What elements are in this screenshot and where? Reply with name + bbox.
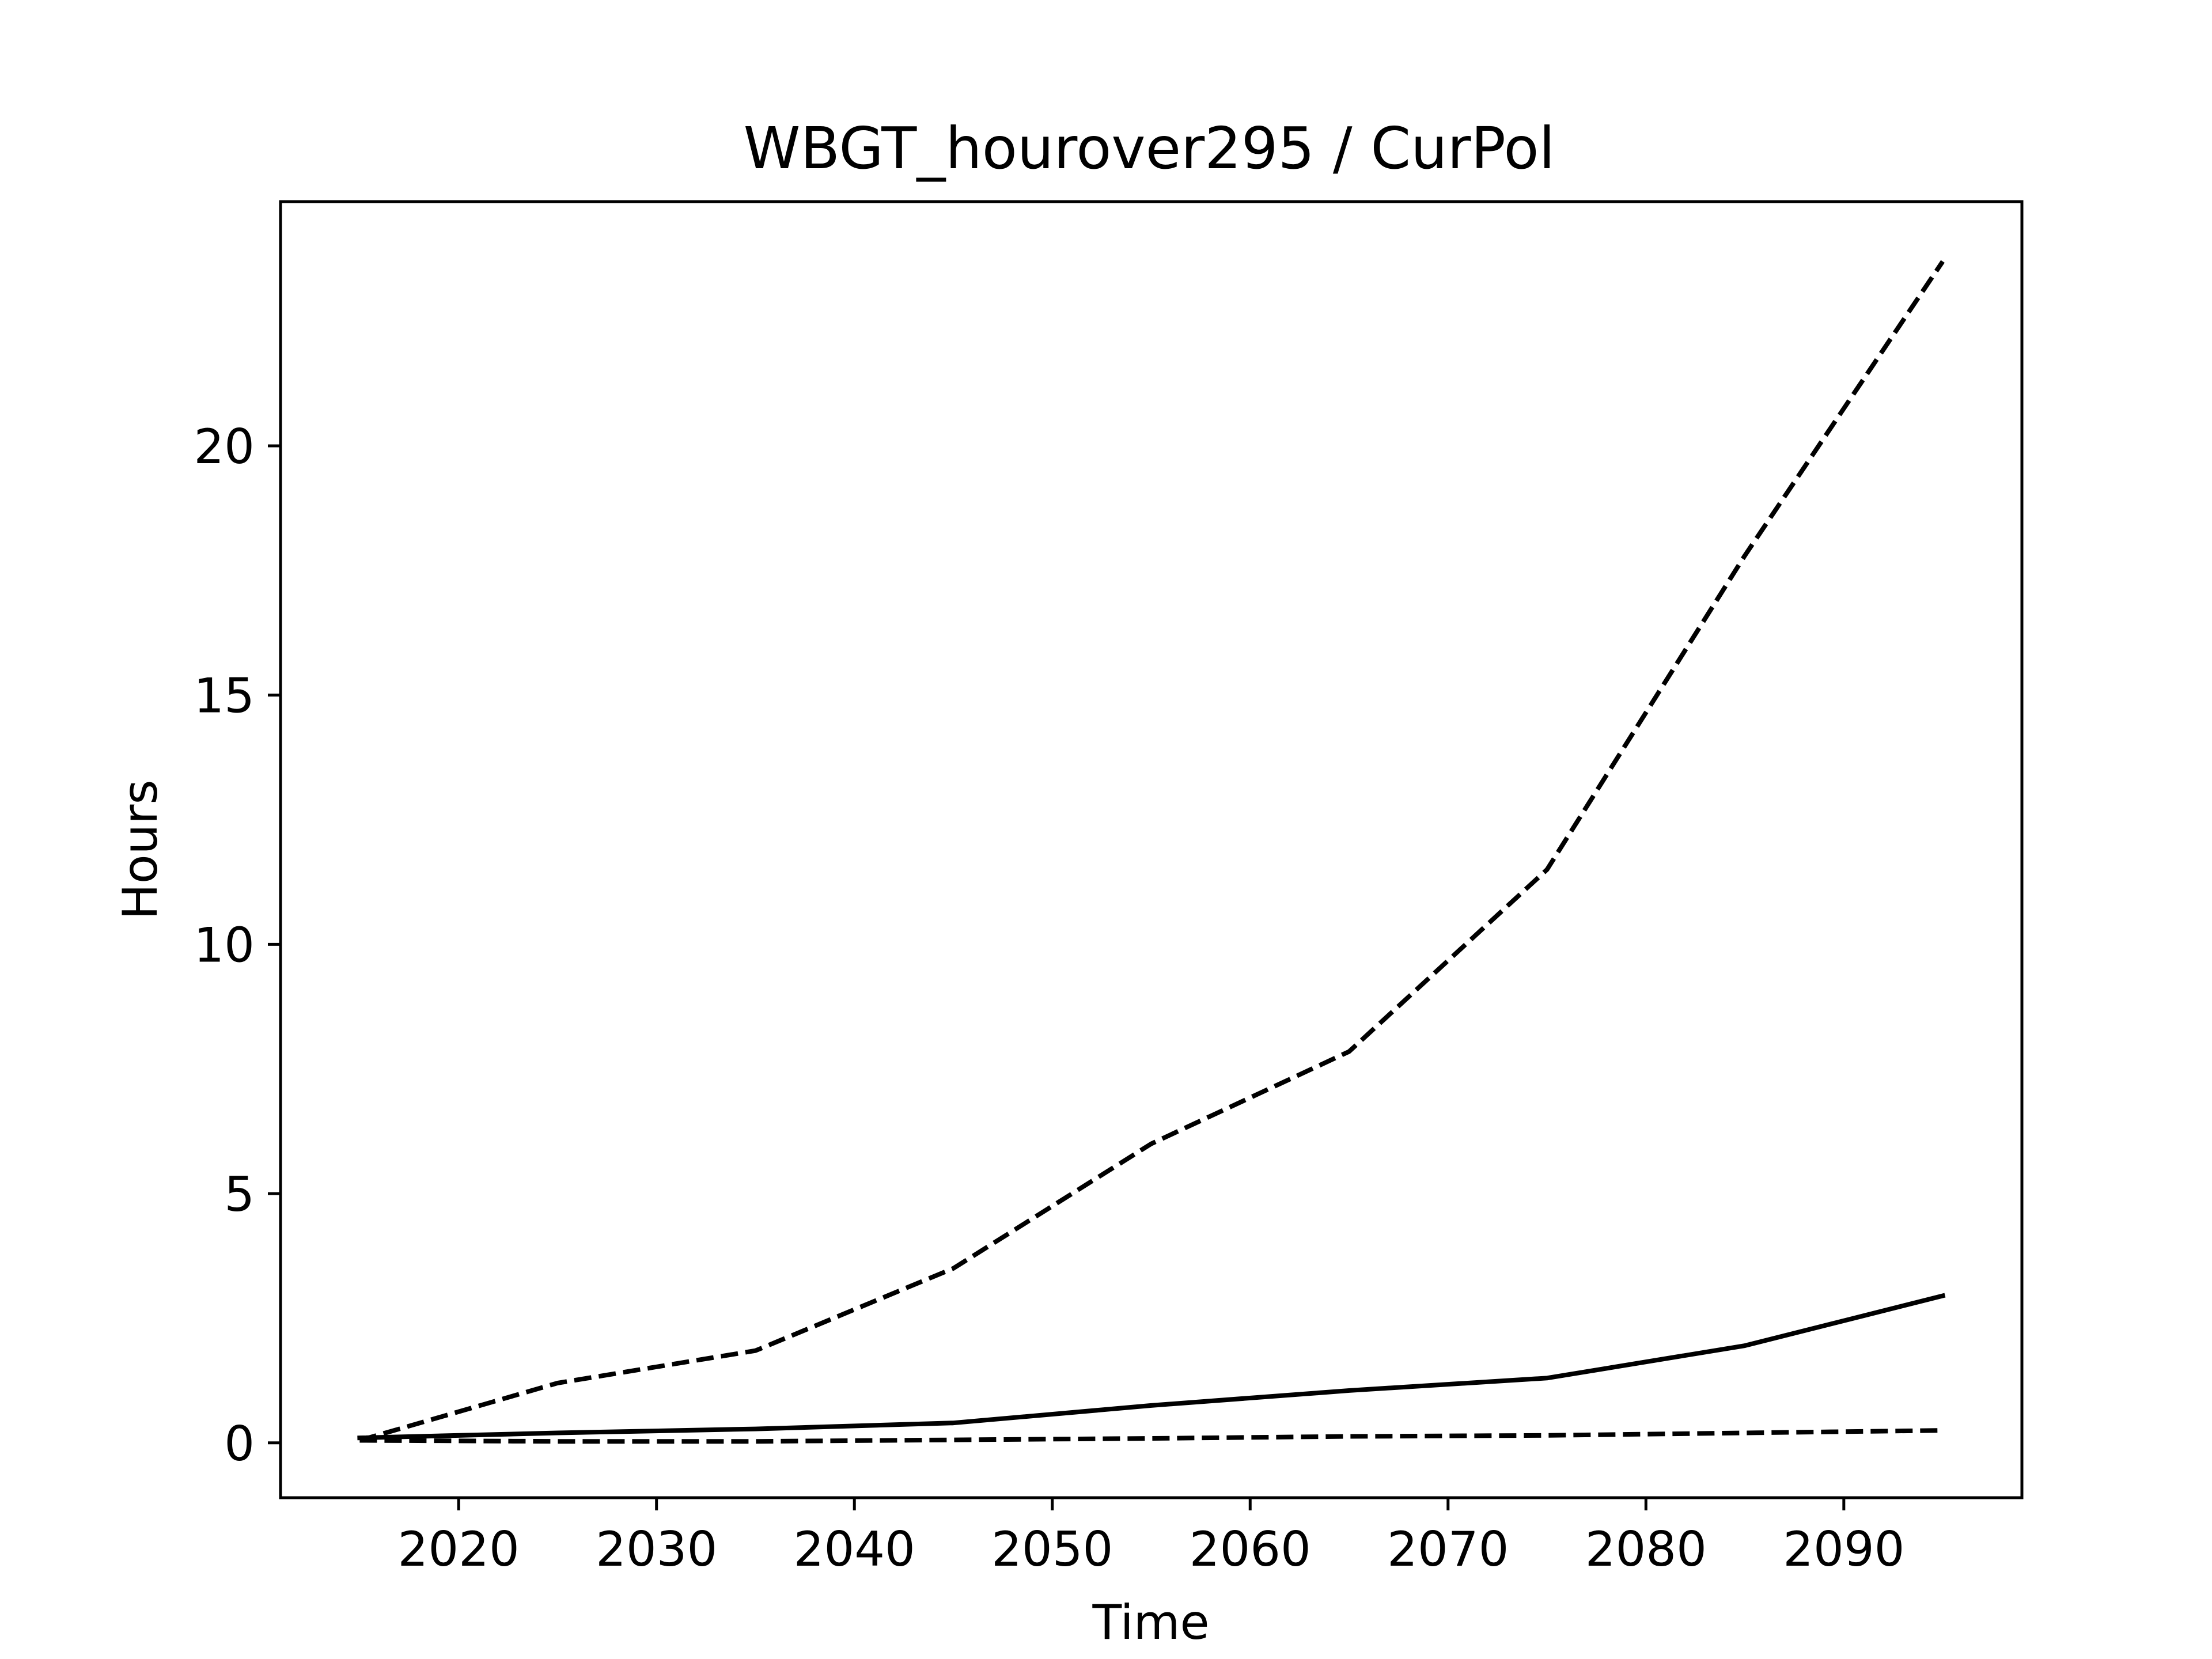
y-tick-label: 0 xyxy=(224,1416,255,1472)
plot-frame xyxy=(279,200,2024,1499)
x-tick-label: 2020 xyxy=(398,1521,520,1577)
x-tick-label: 2030 xyxy=(596,1521,717,1577)
y-tick-label: 15 xyxy=(194,668,255,724)
x-tick-label: 2080 xyxy=(1585,1521,1707,1577)
x-tick-label: 2050 xyxy=(991,1521,1113,1577)
y-tick-label: 20 xyxy=(194,419,255,475)
series-lines xyxy=(357,260,1946,1444)
y-axis-label: Hours xyxy=(112,779,168,919)
x-tick-label: 2060 xyxy=(1190,1521,1311,1577)
series-line-1 xyxy=(359,260,1945,1443)
x-tick-label: 2070 xyxy=(1387,1521,1509,1577)
x-axis-label: Time xyxy=(1092,1594,1209,1650)
chart-title: WBGT_hourover295 / CurPol xyxy=(744,115,1555,182)
y-tick-label: 5 xyxy=(224,1166,255,1222)
x-tick-label: 2090 xyxy=(1783,1521,1904,1577)
y-tick-label: 10 xyxy=(194,917,255,973)
y-axis: 0 5 10 15 20 xyxy=(194,419,281,1472)
series-line-2 xyxy=(357,1293,1946,1441)
x-axis: 2020 2030 2040 2050 2060 2070 2080 2090 xyxy=(398,1498,1904,1577)
series-line-3 xyxy=(359,1428,1943,1444)
x-tick-label: 2040 xyxy=(794,1521,915,1577)
